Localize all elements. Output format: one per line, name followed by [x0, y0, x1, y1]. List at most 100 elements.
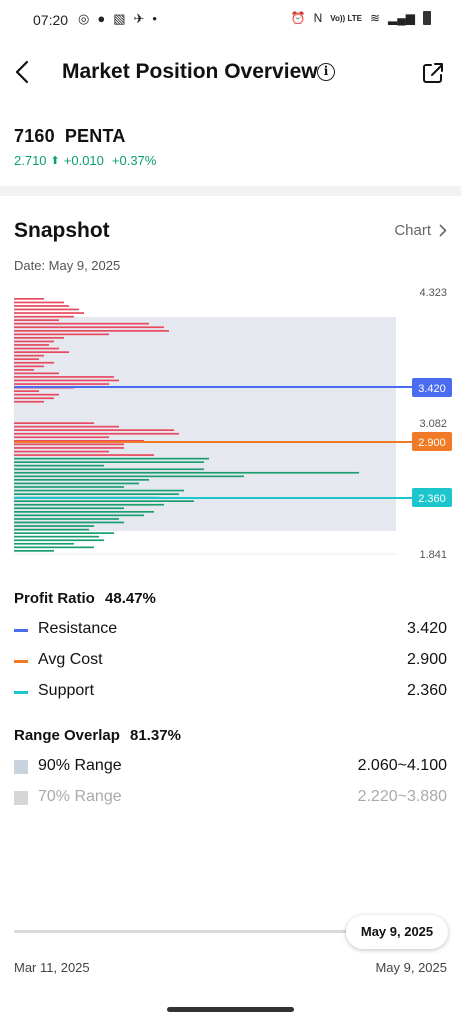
- distribution-bar: [14, 361, 54, 364]
- volte-icon: Vo)) LTE: [330, 13, 362, 23]
- info-icon[interactable]: i: [317, 63, 335, 81]
- timeline-end-date: May 9, 2025: [375, 960, 447, 975]
- snapshot-title: Snapshot: [14, 219, 110, 242]
- date-slider-handle[interactable]: May 9, 2025: [346, 915, 448, 949]
- distribution-bar: [14, 468, 204, 471]
- top-value-label: 4.323: [419, 287, 447, 299]
- home-indicator[interactable]: [167, 1007, 294, 1012]
- distribution-bar: [14, 337, 64, 339]
- distribution-bar: [14, 518, 119, 520]
- legend-value: 2.900: [406, 651, 447, 668]
- distribution-bar: [14, 482, 139, 485]
- legend-range-70: 70% Range 2.220~3.880: [14, 788, 447, 810]
- distribution-bar: [14, 443, 124, 446]
- distribution-bar: [14, 464, 104, 467]
- distribution-bar: [14, 486, 124, 488]
- legend-resistance: Resistance 3.420: [14, 620, 447, 642]
- nfc-icon: N: [313, 11, 323, 25]
- distribution-bar: [14, 379, 119, 382]
- distribution-bar: [14, 340, 54, 343]
- compass-icon: ●: [97, 11, 106, 26]
- stock-info: 7160 PENTA 2.710 ⬆ +0.010 +0.37%: [14, 126, 156, 168]
- distribution-bar: [14, 347, 59, 350]
- snapshot-date: Date: May 9, 2025: [14, 258, 121, 273]
- distribution-bar: [14, 397, 54, 400]
- share-icon[interactable]: [420, 60, 446, 86]
- distribution-bar: [14, 425, 119, 428]
- distribution-bar: [14, 539, 104, 542]
- legend-label: 70% Range: [38, 788, 122, 805]
- distribution-bar: [14, 457, 209, 460]
- resistance-tag: [412, 378, 452, 397]
- distribution-bar: [14, 429, 174, 431]
- stock-price: 2.710: [14, 153, 47, 168]
- gallery-icon: ▧: [113, 11, 126, 26]
- status-bar: 07:20 ◎ ● ▧ ✈ • ⏰ N Vo)) LTE ≋ ▂▄▆: [0, 0, 461, 40]
- distribution-bar: [14, 358, 39, 360]
- distribution-bar: [14, 365, 44, 368]
- resistance-swatch: [14, 629, 28, 632]
- range-overlap-heading: Range Overlap 81.37%: [14, 727, 181, 744]
- distribution-bar: [14, 493, 179, 495]
- legend-value: 3.420: [406, 620, 447, 637]
- distribution-bar: [14, 330, 169, 332]
- chevron-right-icon: [439, 224, 447, 237]
- distribution-bar: [14, 521, 124, 524]
- bird-icon: ✈: [133, 11, 145, 26]
- distribution-bar: [14, 369, 34, 371]
- bottom-value-label: 1.841: [419, 549, 447, 561]
- distribution-bar: [14, 315, 74, 318]
- range-70-swatch: [14, 791, 28, 805]
- stock-code: 7160: [14, 126, 55, 146]
- back-arrow-icon[interactable]: [10, 56, 38, 88]
- distribution-bar: [14, 301, 64, 304]
- stock-ticker: PENTA: [64, 126, 126, 146]
- distribution-bar: [14, 489, 184, 492]
- distribution-bar: [14, 507, 124, 510]
- support-tag: [412, 488, 452, 507]
- battery-icon: [423, 11, 431, 25]
- dot-icon: •: [152, 11, 157, 26]
- distribution-bar: [14, 322, 149, 325]
- date-slider-track[interactable]: [14, 930, 434, 933]
- range-90-swatch: [14, 760, 28, 774]
- chart-link[interactable]: Chart: [394, 222, 447, 239]
- legend-support: Support 2.360: [14, 682, 447, 704]
- signal-icon: ▂▄▆: [388, 11, 415, 25]
- distribution-bar: [14, 393, 59, 396]
- legend-label: Support: [38, 682, 95, 699]
- distribution-bar: [14, 546, 94, 549]
- legend-label: Resistance: [38, 620, 118, 637]
- distribution-bar: [14, 305, 69, 307]
- timeline-start-date: Mar 11, 2025: [14, 960, 90, 975]
- legend-value: 2.060~4.100: [357, 757, 447, 774]
- distribution-bar: [14, 511, 154, 513]
- distribution-bar: [14, 535, 99, 538]
- status-right-icons: ⏰ N Vo)) LTE ≋ ▂▄▆: [291, 11, 431, 25]
- legend-avg-cost: Avg Cost 2.900: [14, 651, 447, 673]
- distribution-bar: [14, 390, 39, 392]
- distribution-bar: [14, 550, 54, 552]
- legend-value: 2.220~3.880: [357, 788, 447, 805]
- wifi-icon: ≋: [369, 11, 381, 25]
- avg-cost-swatch: [14, 660, 28, 663]
- distribution-bar: [14, 528, 89, 531]
- distribution-bar: [14, 376, 114, 378]
- resistance-tag-label: 3.420: [418, 383, 446, 395]
- app-header: Market Position Overview i: [0, 44, 461, 104]
- distribution-bar: [14, 344, 49, 346]
- distribution-bar: [14, 475, 244, 478]
- legend-label: Avg Cost: [38, 651, 103, 668]
- distribution-bar: [14, 312, 84, 314]
- distribution-bar: [14, 372, 59, 375]
- distribution-bar: [14, 432, 179, 435]
- mid-value-label: 3.082: [419, 418, 447, 430]
- avg-cost-tag: [412, 432, 452, 451]
- up-arrow-icon: ⬆: [50, 155, 60, 167]
- distribution-bar: [14, 479, 149, 481]
- distribution-bar: [14, 454, 154, 456]
- legend-label: 90% Range: [38, 757, 122, 774]
- distribution-bar: [14, 514, 144, 517]
- distribution-bar: [14, 400, 44, 403]
- range-overlap-label: Range Overlap: [14, 727, 120, 744]
